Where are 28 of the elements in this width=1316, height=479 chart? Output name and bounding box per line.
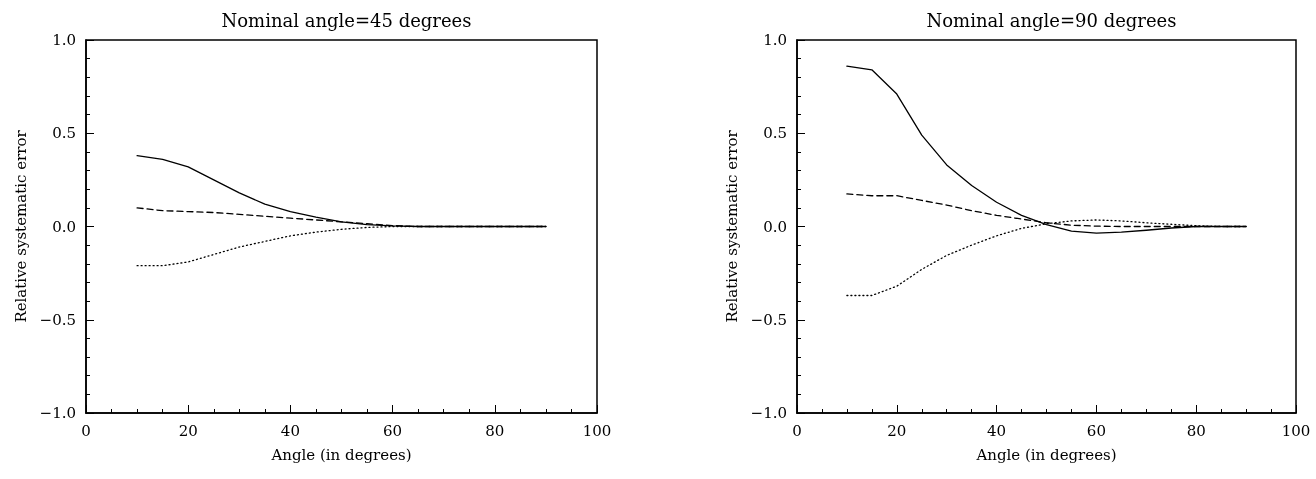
y-tick-label: 0.5: [763, 124, 787, 143]
x-tick-label: 100: [582, 421, 612, 440]
y-axis-title: Relative systematic error: [723, 129, 742, 323]
x-tick-label: 0: [792, 421, 802, 440]
y-tick-label: 1.0: [763, 31, 787, 49]
y-axis-title: Relative systematic error: [12, 129, 31, 323]
y-tick-label: −0.5: [750, 310, 787, 329]
x-tick-label: 20: [887, 421, 907, 440]
y-tick-label: −1.0: [39, 404, 76, 422]
y-tick-label: 0.0: [763, 217, 787, 236]
y-tick-label: 0.0: [52, 217, 76, 236]
y-tick-label: 1.0: [52, 31, 76, 49]
x-tick-label: 80: [485, 421, 505, 440]
chart-title: Nominal angle=45 degrees: [221, 9, 472, 31]
x-tick-label: 40: [280, 421, 300, 440]
x-axis-title: Angle (in degrees): [270, 445, 412, 464]
x-tick-label: 0: [81, 421, 91, 440]
y-tick-label: −1.0: [750, 404, 787, 422]
x-tick-label: 100: [1281, 421, 1311, 440]
x-tick-label: 40: [987, 421, 1007, 440]
x-tick-label: 60: [383, 421, 403, 440]
x-axis-title: Angle (in degrees): [975, 445, 1117, 464]
y-tick-label: −0.5: [39, 310, 76, 329]
x-tick-label: 80: [1186, 421, 1206, 440]
x-tick-label: 20: [178, 421, 198, 440]
chart-title: Nominal angle=90 degrees: [926, 9, 1177, 31]
x-tick-label: 60: [1086, 421, 1106, 440]
y-tick-label: 0.5: [52, 124, 76, 143]
